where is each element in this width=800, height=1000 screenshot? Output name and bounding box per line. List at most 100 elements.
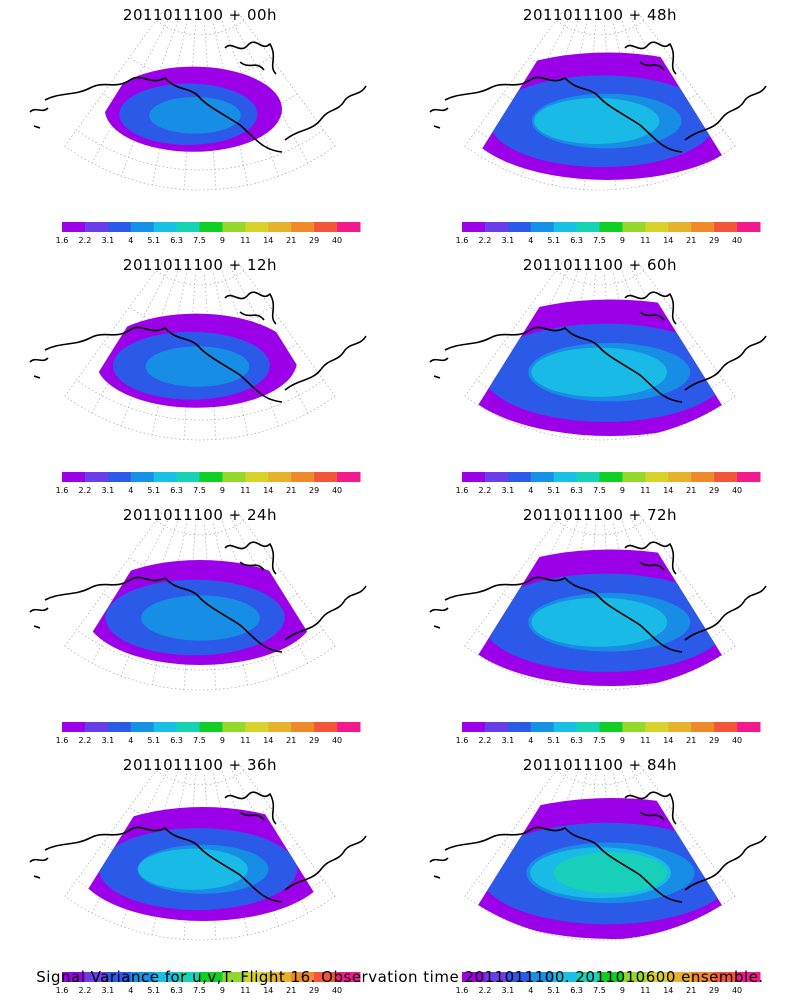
map-plot xyxy=(29,262,367,482)
colorbar-tick-label: 5.1 xyxy=(147,986,161,995)
colorbar-tick-label: 9 xyxy=(619,236,625,245)
colorbar-swatch xyxy=(153,972,178,982)
panel-title: 2011011100 + 60h xyxy=(522,256,678,274)
coastlines xyxy=(29,291,367,403)
colorbar-swatch xyxy=(107,472,132,482)
colorbar-tick-label: 5.1 xyxy=(547,486,561,495)
colorbar-swatch xyxy=(153,722,178,732)
colorbar-tick-label: 3.1 xyxy=(101,236,115,245)
colorbar-swatch xyxy=(314,722,338,732)
coastlines xyxy=(29,791,367,903)
colorbar-tick-label: 11 xyxy=(240,486,251,495)
colorbar-swatch xyxy=(84,722,109,732)
colorbar-swatch xyxy=(176,472,201,482)
colorbar-swatch xyxy=(130,472,155,482)
colorbar-tick-label: 1.6 xyxy=(55,736,69,745)
colorbar-tick-label: 11 xyxy=(640,486,651,495)
colorbar-tick-label: 2.2 xyxy=(478,986,492,995)
colorbar-swatch xyxy=(62,472,86,482)
colorbar-tick-label: 40 xyxy=(331,486,343,495)
colorbar xyxy=(62,222,361,232)
colorbar-swatch xyxy=(462,972,486,982)
colorbar-swatch xyxy=(576,222,601,232)
colorbar-swatch xyxy=(668,972,692,982)
map-panel: 1.6 2.2 3.1 4 5.1 6.3 7.5 9 11 14 21 29 40 2011011100… xyxy=(400,500,800,750)
map-panel: 1.6 2.2 3.1 4 5.1 6.3 7.5 9 11 14 21 29 40 2011011100… xyxy=(0,0,400,250)
colorbar-swatch xyxy=(507,972,532,982)
colorbar-swatch xyxy=(691,722,715,732)
colorbar-swatch xyxy=(222,472,246,482)
colorbar-tick-label: 9 xyxy=(619,986,625,995)
colorbar-tick-label: 9 xyxy=(219,986,225,995)
colorbar-swatch xyxy=(84,972,109,982)
colorbar-tick-label: 40 xyxy=(331,736,343,745)
colorbar-tick-label: 14 xyxy=(663,736,674,745)
colorbar-tick-label: 29 xyxy=(709,236,720,245)
colorbar-swatch xyxy=(484,222,509,232)
coastlines xyxy=(429,41,767,153)
colorbar-swatch xyxy=(268,722,292,732)
colorbar-swatch xyxy=(291,972,315,982)
colorbar-tick-label: 1.6 xyxy=(455,486,469,495)
colorbar-tick-label: 21 xyxy=(286,486,297,495)
variance-field xyxy=(95,313,298,408)
panel-title: 2011011100 + 00h xyxy=(122,6,278,24)
colorbar-tick-label: 5.1 xyxy=(147,486,161,495)
colorbar-tick-label: 4 xyxy=(528,736,534,745)
map-panel: 1.6 2.2 3.1 4 5.1 6.3 7.5 9 11 14 21 29 40 2011011100… xyxy=(0,500,400,750)
colorbar-tick-label: 40 xyxy=(331,986,343,995)
colorbar-tick-label: 29 xyxy=(309,986,320,995)
colorbar-swatch xyxy=(484,972,509,982)
colorbar-swatch xyxy=(107,972,132,982)
colorbar xyxy=(62,722,361,732)
colorbar-swatch xyxy=(337,972,361,982)
colorbar-swatch xyxy=(484,472,509,482)
map-panel: 1.6 2.2 3.1 4 5.1 6.3 7.5 9 11 14 21 29 40 2011011100… xyxy=(400,0,800,250)
colorbar-tick-label: 7.5 xyxy=(593,986,606,995)
colorbar-swatch xyxy=(599,722,623,732)
panel-title: 2011011100 + 72h xyxy=(522,506,678,524)
colorbar-swatch xyxy=(691,222,715,232)
colorbar-tick-label: 29 xyxy=(709,736,720,745)
colorbar-swatch xyxy=(553,722,578,732)
colorbar-tick-label: 5.1 xyxy=(547,236,561,245)
colorbar-swatch xyxy=(291,722,315,732)
colorbar-swatch xyxy=(245,472,269,482)
coastlines xyxy=(29,541,367,653)
colorbar-swatch xyxy=(530,222,555,232)
colorbar-swatch xyxy=(507,222,532,232)
colorbar-tick-label: 14 xyxy=(263,236,274,245)
colorbar-swatch xyxy=(553,222,578,232)
colorbar-swatch xyxy=(199,722,223,732)
colorbar-swatch xyxy=(484,722,509,732)
colorbar-swatch xyxy=(576,722,601,732)
map-plot xyxy=(429,12,767,232)
colorbar-swatch xyxy=(714,222,738,232)
colorbar-swatch xyxy=(530,722,555,732)
graticule xyxy=(64,12,336,191)
colorbar-swatch xyxy=(62,222,86,232)
colorbar-swatch xyxy=(599,472,623,482)
colorbar-swatch xyxy=(668,222,692,232)
colorbar-tick-label: 4 xyxy=(128,986,134,995)
colorbar-swatch xyxy=(62,722,86,732)
colorbar-tick-label: 2.2 xyxy=(78,236,92,245)
colorbar-swatch xyxy=(337,722,361,732)
colorbar-tick-label: 11 xyxy=(240,736,251,745)
colorbar-swatch xyxy=(199,472,223,482)
variance-field xyxy=(104,66,283,152)
colorbar-tick-label: 21 xyxy=(286,236,297,245)
colorbar-tick-label: 4 xyxy=(528,236,534,245)
coastlines xyxy=(29,41,367,153)
colorbar xyxy=(462,722,761,732)
variance-field xyxy=(85,560,315,665)
colorbar-tick-label: 2.2 xyxy=(478,236,492,245)
colorbar-swatch xyxy=(199,972,223,982)
colorbar-tick-label: 40 xyxy=(731,236,743,245)
colorbar-tick-label: 2.2 xyxy=(78,736,92,745)
colorbar-tick-label: 7.5 xyxy=(593,236,606,245)
colorbar-tick-label: 40 xyxy=(731,986,743,995)
colorbar-tick-label: 29 xyxy=(709,486,720,495)
colorbar-tick-label: 2.2 xyxy=(78,986,92,995)
colorbar-swatch xyxy=(507,472,532,482)
